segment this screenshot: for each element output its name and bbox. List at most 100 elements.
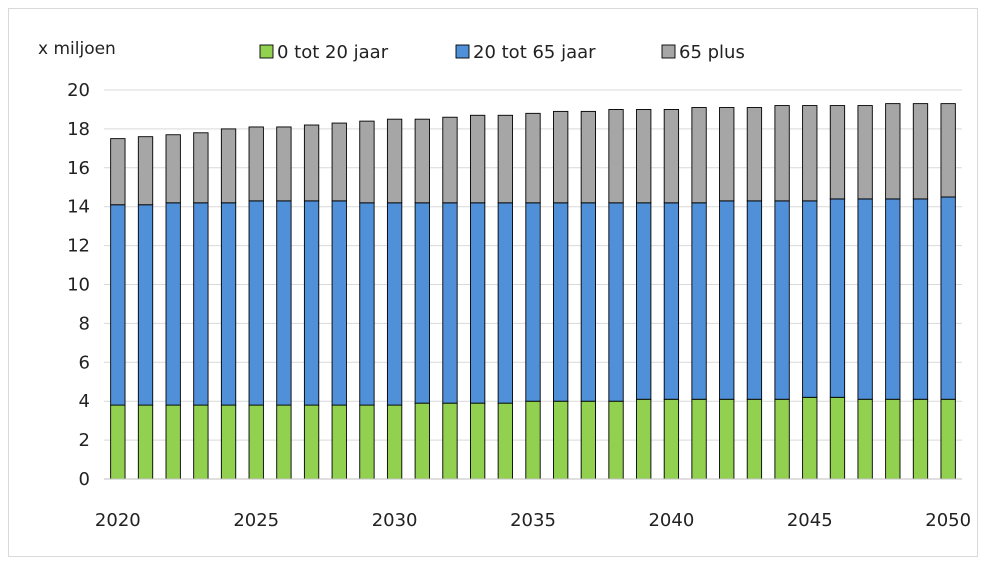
bar-segment-young: [359, 404, 375, 480]
bar-segment-working-age: [719, 200, 735, 400]
x-tick-label: 2020: [95, 510, 141, 531]
bar-segment-young: [110, 404, 126, 480]
bar-segment-working-age: [303, 200, 320, 406]
bar-segment-young: [414, 402, 430, 480]
bar-segment-working-age: [220, 202, 237, 406]
bar-segment-working-age: [885, 198, 901, 400]
bar-segment-working-age: [248, 200, 264, 406]
bar-segment-elderly: [525, 112, 541, 204]
bar-segment-young: [386, 404, 403, 480]
bar-segment-working-age: [829, 198, 846, 398]
bar-segment-young: [331, 404, 347, 480]
x-tick-label: 2045: [787, 510, 833, 531]
bar-segment-elderly: [912, 103, 929, 200]
bar-segment-elderly: [940, 103, 956, 198]
bar-segment-working-age: [608, 202, 624, 402]
y-axis-ticks: 0 2 4 6 8 10 12 14 16 18 20: [67, 80, 90, 490]
legend-label: 20 tot 65 jaar: [473, 42, 596, 63]
bar-segment-young: [442, 402, 458, 480]
bar-segment-elderly: [414, 118, 430, 204]
legend-label: 0 tot 20 jaar: [277, 42, 389, 63]
bar-segment-working-age: [553, 202, 569, 402]
bar-segment-working-age: [525, 202, 541, 402]
bar-segment-young: [719, 398, 735, 480]
y-tick-label: 8: [79, 313, 90, 334]
bar-segment-working-age: [663, 202, 680, 400]
bar-segment-young: [746, 398, 763, 480]
bar-segment-elderly: [774, 105, 790, 202]
bar-segment-elderly: [885, 103, 901, 200]
bar-segment-working-age: [691, 202, 707, 400]
x-axis: 2020 2025 2030 2035 2040 2045 2050: [95, 478, 971, 531]
bar-segment-elderly: [386, 118, 403, 204]
bar-segment-working-age: [193, 202, 209, 406]
bar-segment-elderly: [719, 107, 735, 202]
bar-segment-elderly: [580, 110, 597, 204]
bar-segment-working-age: [746, 200, 763, 400]
bar-segment-elderly: [857, 105, 873, 200]
y-tick-label: 10: [67, 275, 90, 296]
bar-segment-working-age: [857, 198, 873, 400]
bar-segment-young: [636, 398, 652, 480]
bar-segment-elderly: [359, 120, 375, 204]
x-tick-label: 2035: [510, 510, 556, 531]
bar-segment-young: [220, 404, 237, 480]
bar-segment-working-age: [580, 202, 597, 402]
bar-segment-young: [885, 398, 901, 480]
x-tick-label: 2030: [372, 510, 418, 531]
x-tick-label: 2025: [233, 510, 279, 531]
bar-segment-elderly: [691, 107, 707, 204]
bar-segment-elderly: [497, 114, 513, 204]
y-tick-label: 4: [79, 391, 90, 412]
bar-segment-young: [691, 398, 707, 480]
bar-segment-young: [774, 398, 790, 480]
bar-segment-elderly: [829, 105, 846, 200]
bar-segment-young: [608, 400, 624, 480]
x-tick-label: 2050: [925, 510, 971, 531]
bar-segment-working-age: [940, 196, 956, 400]
bar-segment-young: [248, 404, 264, 480]
bar-segment-young: [940, 398, 956, 480]
bar-segment-working-age: [331, 200, 347, 406]
bar-segment-working-age: [442, 202, 458, 404]
bar-segment-young: [165, 404, 181, 480]
x-tick-label: 2040: [648, 510, 694, 531]
bars: [110, 103, 956, 480]
legend-swatch: [661, 44, 676, 59]
y-unit-label: x miljoen: [38, 39, 116, 59]
bar-segment-young: [802, 396, 818, 480]
y-tick-label: 2: [79, 430, 90, 451]
bar-segment-elderly: [553, 110, 569, 204]
bar-segment-young: [469, 402, 486, 480]
bar-segment-elderly: [137, 136, 154, 206]
y-tick-label: 14: [67, 197, 90, 218]
bar-segment-young: [276, 404, 292, 480]
bar-segment-young: [857, 398, 873, 480]
y-tick-label: 20: [67, 80, 90, 101]
bar-segment-elderly: [276, 126, 292, 202]
bar-segment-elderly: [331, 122, 347, 202]
bar-segment-working-age: [497, 202, 513, 404]
bar-segment-young: [303, 404, 320, 480]
bar-segment-elderly: [220, 128, 237, 204]
bar-segment-working-age: [802, 200, 818, 398]
bar-segment-working-age: [386, 202, 403, 406]
bar-segment-working-age: [165, 202, 181, 406]
bar-segment-elderly: [303, 124, 320, 202]
bar-segment-working-age: [359, 202, 375, 406]
bar-segment-working-age: [110, 204, 126, 406]
bar-segment-elderly: [469, 114, 486, 204]
legend-swatch: [455, 44, 470, 59]
bar-segment-elderly: [663, 108, 680, 204]
bar-segment-working-age: [469, 202, 486, 404]
bar-segment-elderly: [165, 134, 181, 204]
bar-segment-young: [829, 396, 846, 480]
y-tick-label: 18: [67, 119, 90, 140]
y-tick-label: 16: [67, 158, 90, 179]
bar-segment-young: [137, 404, 154, 480]
bar-segment-working-age: [276, 200, 292, 406]
bar-segment-working-age: [912, 198, 929, 400]
bar-segment-elderly: [746, 107, 763, 202]
legend-swatch: [259, 44, 274, 59]
bar-segment-young: [525, 400, 541, 480]
